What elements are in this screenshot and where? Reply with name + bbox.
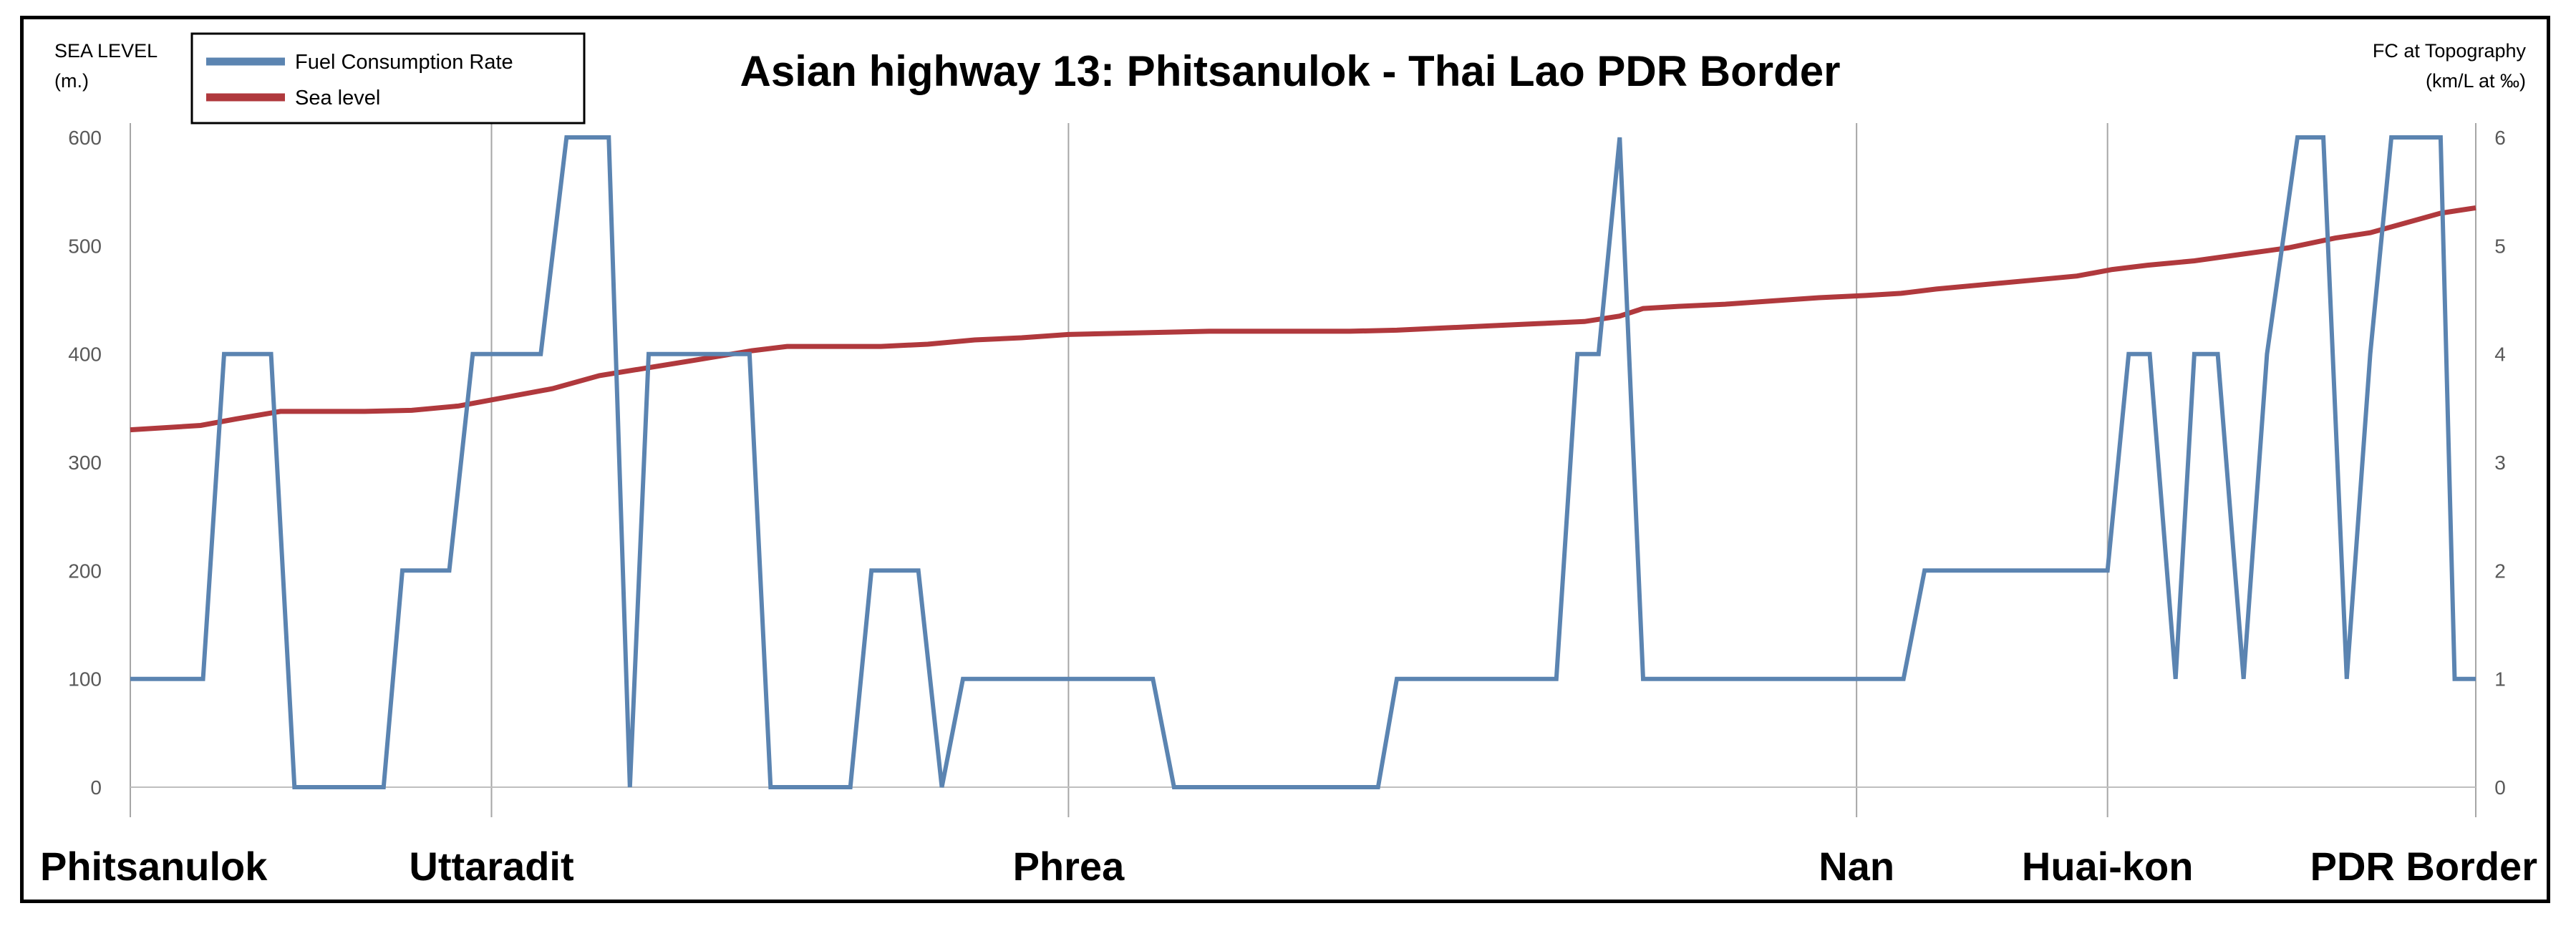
legend-box — [190, 32, 586, 125]
town-label: Uttaradit — [409, 844, 573, 889]
left-tick-label: 200 — [68, 560, 102, 582]
right-tick-label: 2 — [2494, 560, 2506, 582]
left-axis-ticks: 0 100 200 300 400 500 600 — [68, 127, 102, 799]
left-tick-label: 300 — [68, 452, 102, 474]
fuel-consumption-line — [130, 135, 2476, 789]
town-label: PDR Border — [2310, 844, 2537, 889]
left-tick-label: 600 — [68, 127, 102, 149]
right-tick-label: 4 — [2494, 343, 2506, 366]
legend-label-fuel: Fuel Consumption Rate — [295, 51, 513, 74]
right-tick-label: 5 — [2494, 235, 2506, 257]
town-label: Nan — [1819, 844, 1894, 889]
left-tick-label: 500 — [68, 235, 102, 257]
town-gridlines — [130, 123, 2476, 817]
right-tick-label: 0 — [2494, 776, 2506, 799]
town-labels: Phitsanulok Uttaradit Phrea Nan Huai-kon PDR … — [40, 844, 2537, 889]
legend-label-sea-level: Sea level — [295, 87, 380, 109]
right-tick-label: 6 — [2494, 127, 2506, 149]
left-tick-label: 100 — [68, 668, 102, 691]
chart-title: Asian highway 13: Phitsanulok - Thai Lao… — [740, 47, 1841, 95]
left-axis-title-line1: SEA LEVEL — [54, 40, 158, 62]
right-tick-label: 3 — [2494, 452, 2506, 474]
left-axis-title-line2: (m.) — [54, 70, 89, 92]
right-tick-label: 1 — [2494, 668, 2506, 691]
right-axis-ticks: 0 1 2 3 4 5 6 — [2494, 127, 2506, 799]
town-label: Huai-kon — [2022, 844, 2194, 889]
town-label: Phitsanulok — [40, 844, 268, 889]
legend: Fuel Consumption Rate Sea level — [190, 32, 586, 125]
right-axis-title-line1: FC at Topography — [2373, 40, 2527, 62]
right-axis-title-line2: (km/L at ‰) — [2426, 70, 2526, 92]
series-layer — [130, 135, 2476, 789]
town-label: Phrea — [1013, 844, 1125, 889]
sea-level-line — [130, 205, 2476, 433]
left-tick-label: 400 — [68, 343, 102, 366]
left-tick-label: 0 — [90, 776, 102, 799]
chart-frame — [20, 16, 2550, 903]
